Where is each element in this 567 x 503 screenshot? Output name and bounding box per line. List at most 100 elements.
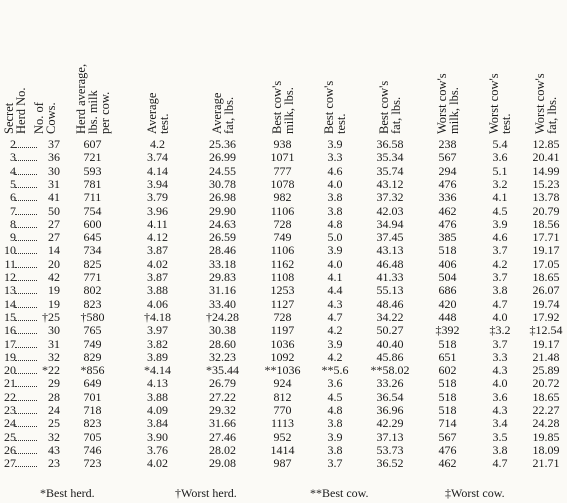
table-row: 21 29 649 4.13 26.79 924 3.6 33.26 518 4.0 20.72 xyxy=(0,376,567,391)
table-cell: 40.40 xyxy=(376,336,404,351)
table-row: 9 27 645 4.12 26.59 749 5.0 37.45 385 4.6 17.71 xyxy=(0,230,567,245)
table-cell: 1113 xyxy=(270,416,295,431)
leader-dots xyxy=(15,333,37,335)
table-cell: 6 xyxy=(10,190,16,205)
leader-dots xyxy=(15,200,37,202)
table-cell: 46.48 xyxy=(376,256,404,271)
table-cell: 567 xyxy=(438,429,457,444)
table-cell: 4.3 xyxy=(327,296,343,311)
table-cell: 32.23 xyxy=(209,349,236,364)
table-cell: 19.85 xyxy=(532,429,560,444)
table-cell: 765 xyxy=(83,323,102,338)
table-cell: 26.07 xyxy=(532,283,560,298)
header-text: No. of Cows. xyxy=(32,2,58,134)
table-cell: 4.09 xyxy=(147,403,168,417)
table-cell: 1106 xyxy=(270,243,295,258)
table-cell: 723 xyxy=(83,456,102,471)
table-cell: 3.9 xyxy=(492,216,508,231)
table-cell: 5 xyxy=(10,176,16,191)
table-cell: 26.59 xyxy=(209,230,236,245)
table-row: 2 37 607 4.2 25.36 938 3.9 36.58 238 5.4 12.85 xyxy=(0,137,567,151)
table-cell: 28 xyxy=(48,389,60,404)
table-cell: 23 xyxy=(48,456,60,471)
table-cell: 4.7 xyxy=(492,296,508,311)
table-cell: 27 xyxy=(48,230,60,245)
table-row: 22 28 701 3.88 27.22 812 4.5 36.54 518 3.6 18.65 xyxy=(0,389,567,404)
table-cell: 18.09 xyxy=(532,442,560,457)
table-cell: 28.60 xyxy=(209,336,236,351)
header-text: Worst cow's fat, lbs. xyxy=(533,2,559,134)
header-line: per cow. xyxy=(97,91,112,134)
table-cell: 23 xyxy=(4,403,16,417)
table-cell: 3.96 xyxy=(147,203,168,218)
leader-dots xyxy=(15,413,37,414)
table-cell: 28.02 xyxy=(209,442,236,457)
table-cell: 3.84 xyxy=(147,416,168,431)
table-cell: 20.79 xyxy=(532,203,560,218)
table-cell: 26.79 xyxy=(209,376,236,391)
table-row: 15 †25 †580 †4.18 †24.28 728 4.7 34.22 448 4.0 17.… xyxy=(0,309,567,324)
table-cell: 406 xyxy=(438,256,457,271)
footnote: *Best herd. xyxy=(40,486,95,500)
table-cell: 567 xyxy=(438,150,457,165)
table-cell: 607 xyxy=(83,137,102,151)
table-cell: 1108 xyxy=(270,270,295,284)
table-cell: 4.0 xyxy=(327,176,343,191)
leader-dots xyxy=(15,452,37,454)
table-row: 8 27 600 4.11 24.63 728 4.8 34.94 476 3.9 18.56 xyxy=(0,216,567,231)
table-cell: **5.6 xyxy=(321,363,349,378)
table-cell: 33.40 xyxy=(209,296,236,311)
table-cell: 36 xyxy=(48,150,60,165)
table-cell: 24.63 xyxy=(209,216,236,231)
table-cell: 3.9 xyxy=(327,336,343,351)
table-cell: 3.9 xyxy=(327,243,343,258)
table-cell: 4.02 xyxy=(147,256,168,271)
table-row: 11 20 825 4.02 33.18 1162 4.0 46.48 406 4.2 17.05 xyxy=(0,256,567,271)
table-cell: 4.2 xyxy=(150,137,165,151)
table-cell: 19.74 xyxy=(532,296,560,311)
table-row: 6 41 711 3.79 26.98 982 3.8 37.32 336 4.1 13.78 xyxy=(0,190,567,205)
footnotes: *Best herd. †Worst herd. **Best cow. ‡Worst… xyxy=(0,484,567,500)
table-cell: 4.06 xyxy=(147,296,168,311)
table-cell: 812 xyxy=(273,389,292,404)
table-cell: **58.02 xyxy=(370,363,410,378)
table-cell: 4.6 xyxy=(327,163,343,178)
table-cell: †580 xyxy=(80,309,105,324)
table-cell: 686 xyxy=(438,283,457,298)
table-cell: 3.97 xyxy=(147,323,168,338)
table-row: 17 31 749 3.82 28.60 1036 3.9 40.40 518 3.7 19.17 xyxy=(0,336,567,351)
table-row: 26 43 746 3.76 28.02 1414 3.8 53.73 476 3.8 18.09 xyxy=(0,442,567,457)
table-cell: 15 xyxy=(4,309,16,324)
table-cell: 728 xyxy=(273,216,292,231)
table-cell: 3.6 xyxy=(327,376,343,391)
table-cell: 27 xyxy=(4,456,16,471)
table-cell: 462 xyxy=(438,456,457,471)
table-cell: 1092 xyxy=(270,349,295,364)
table-cell: 4.7 xyxy=(492,456,508,471)
table-row: 4 30 593 4.14 24.55 777 4.6 35.74 294 5.1 14.99 xyxy=(0,163,567,178)
table-cell: 4.6 xyxy=(492,230,508,245)
table-cell: 42 xyxy=(48,270,60,284)
leader-dots xyxy=(15,280,37,281)
leader-dots xyxy=(15,240,37,242)
table-cell: 22.27 xyxy=(532,403,560,417)
header-line: test. xyxy=(156,113,171,134)
table-cell: 651 xyxy=(438,349,457,364)
table-row: 12 42 771 3.87 29.83 1108 4.1 41.33 504 3.7 18.65 xyxy=(0,270,567,284)
table-cell: 20 xyxy=(4,363,16,378)
table-cell: 55.13 xyxy=(376,283,404,298)
table-cell: 4.02 xyxy=(147,456,168,471)
table-cell: 5.0 xyxy=(327,230,343,245)
table-cell: *35.44 xyxy=(206,363,239,378)
table-header: Secret Herd No. No. of Cows. Herd average, lb… xyxy=(0,0,567,136)
table-cell: 3.8 xyxy=(327,442,343,457)
table-cell: 24.55 xyxy=(209,163,236,178)
table-cell: 462 xyxy=(438,203,457,218)
table-cell: 30 xyxy=(48,323,60,338)
header-line: test. xyxy=(499,113,513,134)
header-cell: Best cow's milk, lbs. xyxy=(255,2,310,134)
table-row: 14 19 823 4.06 33.40 1127 4.3 48.46 420 4.7 19.74 xyxy=(0,296,567,311)
table-cell: 3.7 xyxy=(492,336,508,351)
table-cell: 50.27 xyxy=(376,323,404,338)
table-cell: 3.79 xyxy=(147,190,168,205)
